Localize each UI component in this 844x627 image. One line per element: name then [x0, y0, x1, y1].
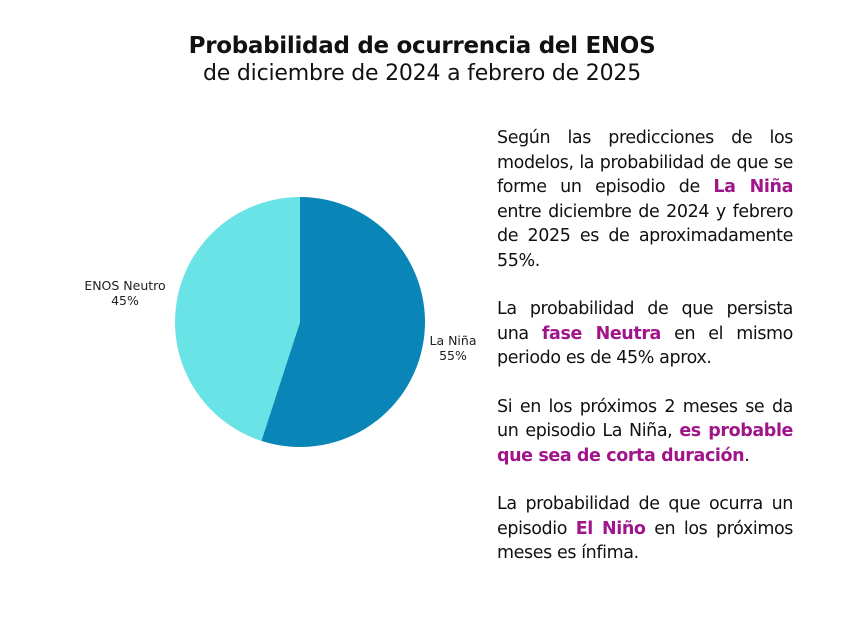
highlight-el-nino: El Niño [575, 518, 646, 539]
paragraph-short-duration: Si en los próximos 2 meses se da un epis… [497, 396, 794, 466]
chart-title: Probabilidad de ocurrencia del ENOS [188, 33, 656, 59]
slice-label-value: 45% [111, 293, 139, 308]
explanation-panel: Según las predicciones de los modelos, l… [497, 126, 793, 590]
highlight-la-nina: La Niña [713, 177, 793, 197]
paragraph-neutral: La probabilidad de que persista una fase… [497, 299, 793, 368]
slice-label-name: La Niña [429, 333, 476, 348]
highlight-fase-neutra: fase Neutra [541, 323, 662, 344]
chart-subtitle: de diciembre de 2024 a febrero de 2025 [203, 61, 641, 86]
pie-slice-enos-neutro [175, 197, 300, 441]
paragraph-el-nino: La probabilidad de que ocurra un episodi… [497, 494, 794, 563]
slice-label-value: 55% [439, 348, 467, 363]
paragraph-la-nina: Según las predicciones de los modelos, l… [497, 128, 793, 271]
pie-slice-la-ni-a [261, 197, 426, 447]
highlight-short-duration: es probable que sea de corta duración [497, 421, 794, 466]
chart-title-block: Probabilidad de ocurrencia del ENOS de d… [0, 32, 844, 88]
slice-label-name: ENOS Neutro [84, 278, 165, 293]
